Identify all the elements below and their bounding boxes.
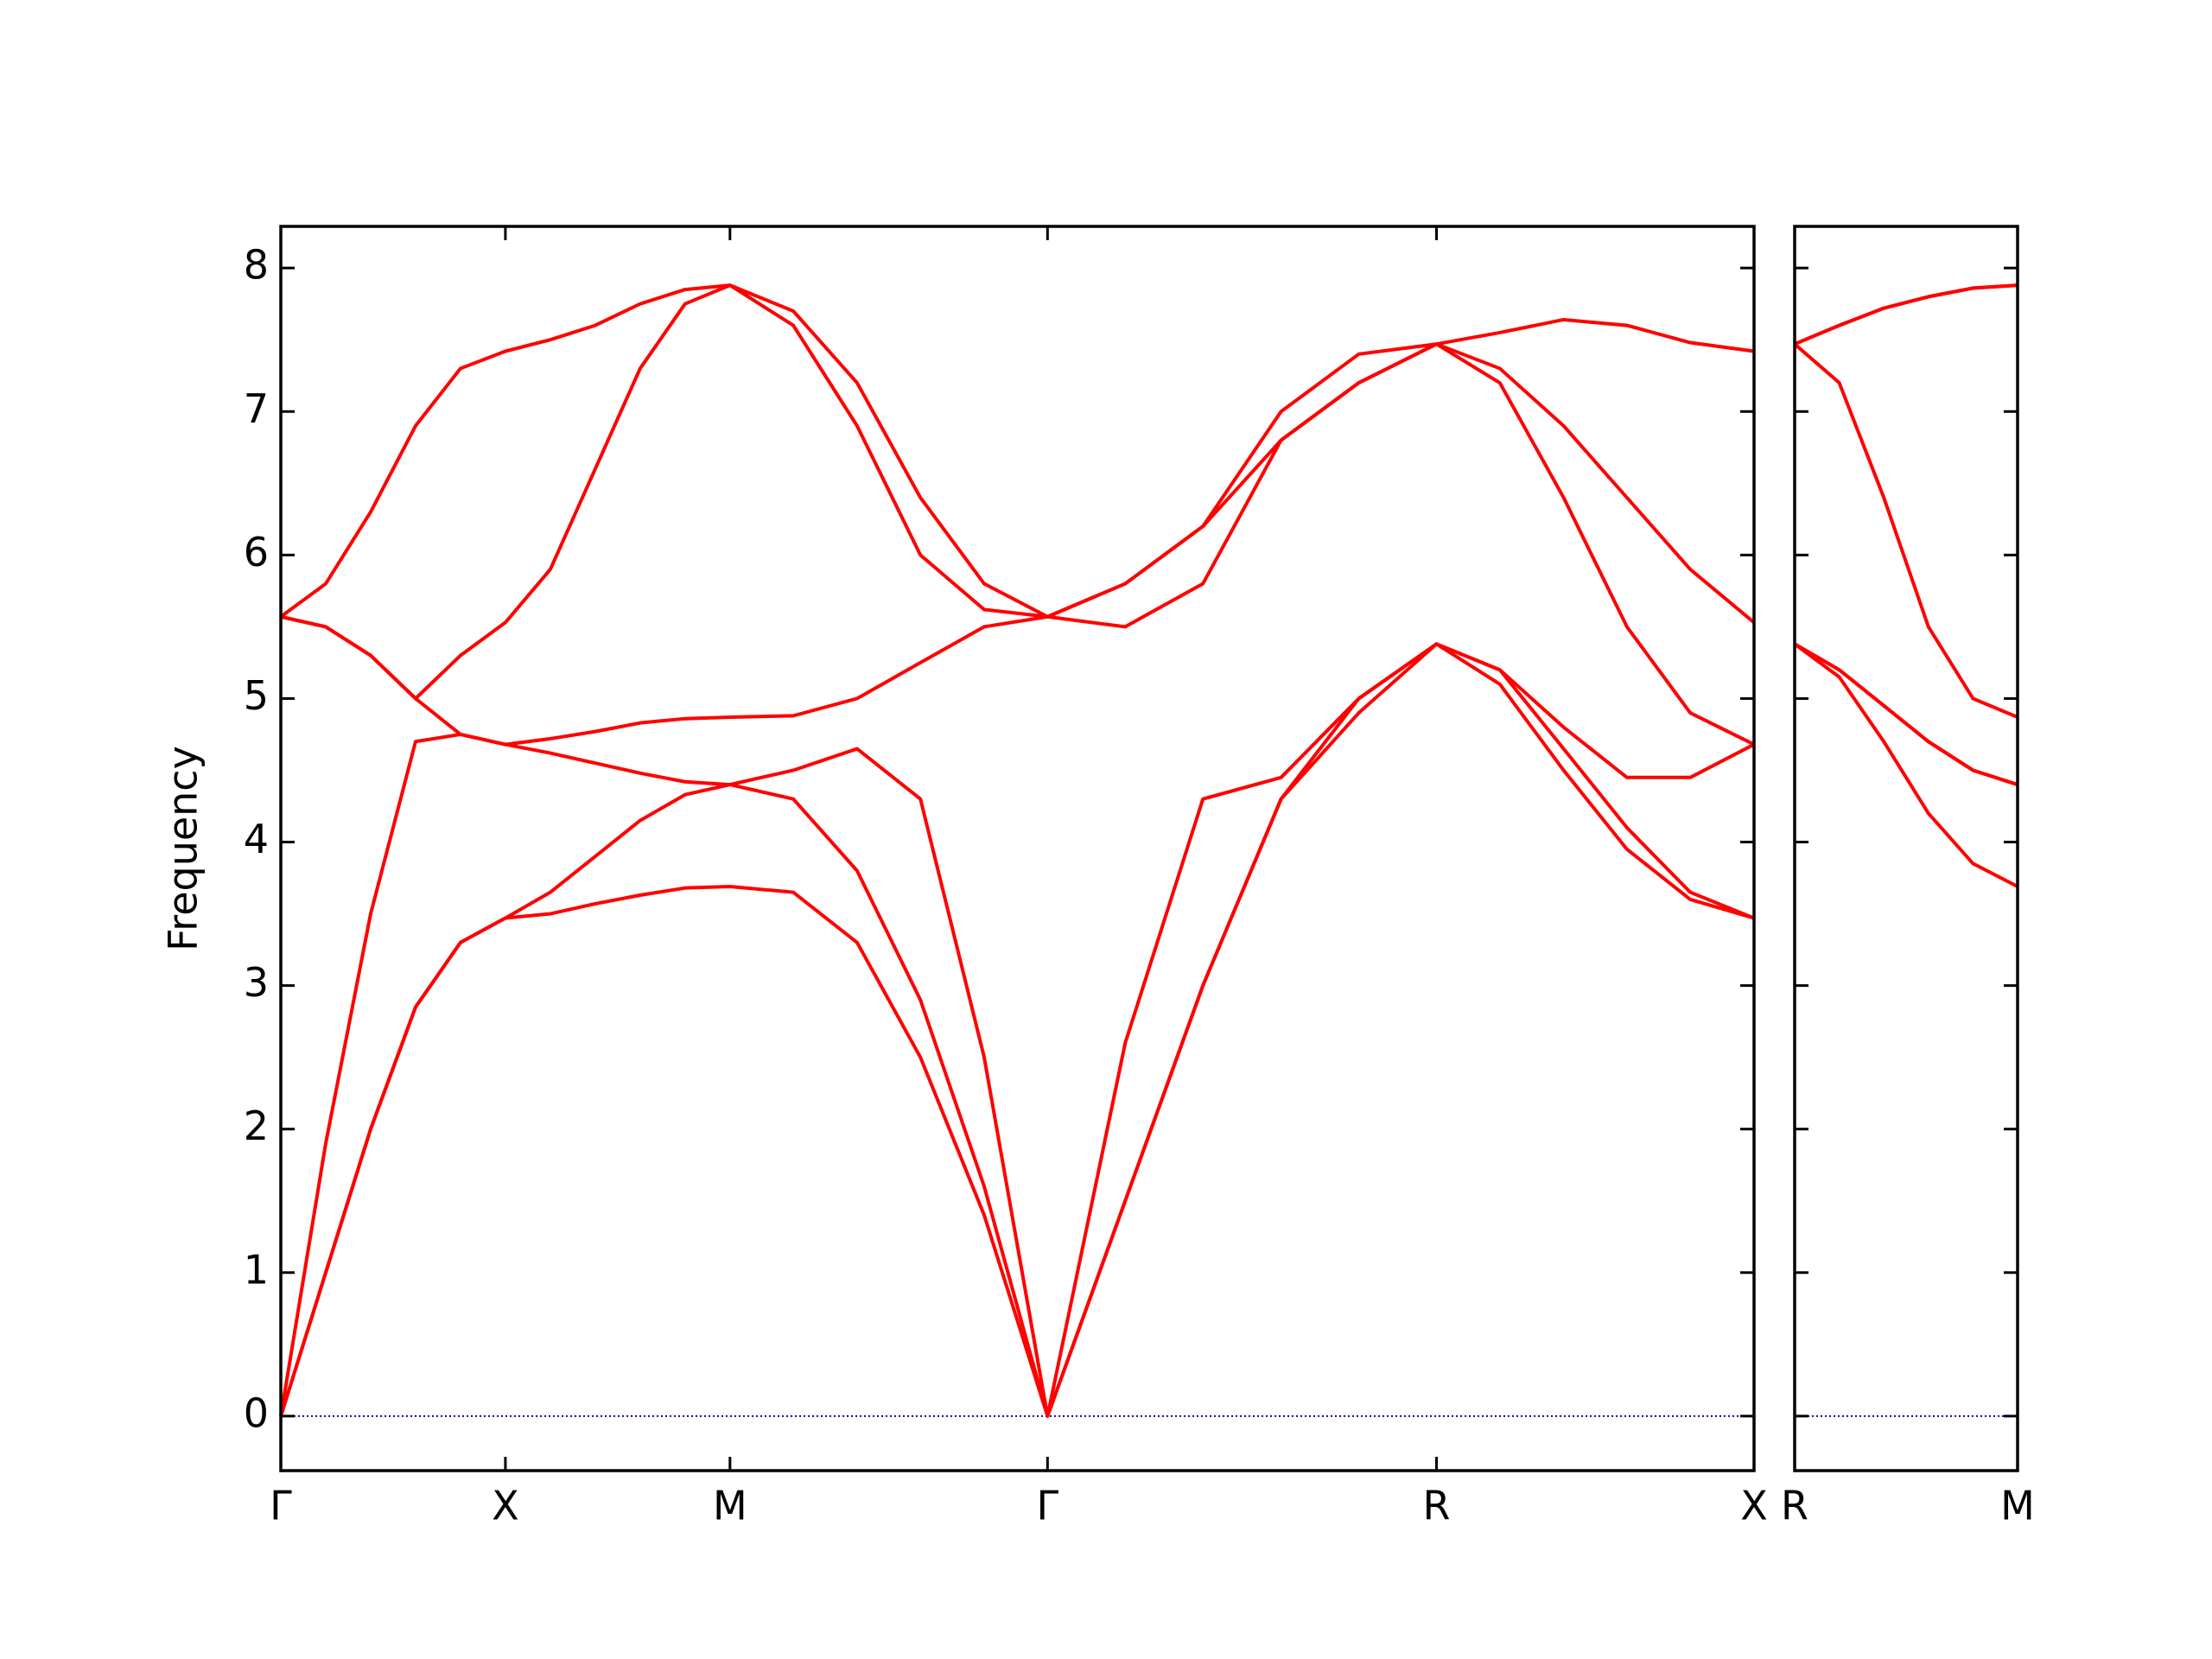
x-tick-label: X — [1740, 1483, 1768, 1529]
band-line — [1793, 342, 2018, 719]
y-tick-label: 6 — [244, 529, 269, 575]
x-tick-label: M — [2000, 1483, 2035, 1529]
y-axis-label: Frequency — [160, 746, 207, 951]
band-line — [1793, 642, 2018, 888]
band-line — [279, 283, 1755, 619]
band-line — [280, 283, 1756, 701]
x-tick-label: X — [492, 1483, 519, 1529]
band-line — [279, 642, 1755, 1418]
x-tick-label: R — [1423, 1483, 1451, 1529]
band-line — [279, 642, 1755, 1418]
plot-frame — [1793, 225, 2019, 1472]
x-tick-label: M — [713, 1483, 747, 1529]
band-line — [280, 342, 1755, 747]
y-tick-label: 1 — [244, 1246, 269, 1293]
y-tick-label: 5 — [244, 672, 269, 719]
y-tick-label: 0 — [244, 1389, 269, 1436]
band-line — [279, 642, 1755, 1418]
plot-frame — [279, 225, 1756, 1472]
y-tick-label: 2 — [244, 1103, 269, 1149]
y-tick-label: 7 — [244, 385, 269, 432]
x-tick-label: Γ — [270, 1483, 292, 1529]
band-line — [1794, 283, 2018, 346]
y-tick-label: 3 — [244, 959, 269, 1006]
x-tick-label: R — [1781, 1483, 1808, 1529]
y-tick-label: 4 — [244, 816, 269, 862]
band-line — [1793, 642, 2018, 786]
x-tick-label: Γ — [1037, 1483, 1059, 1529]
band-line — [1794, 283, 2018, 346]
y-tick-label: 8 — [244, 242, 269, 289]
